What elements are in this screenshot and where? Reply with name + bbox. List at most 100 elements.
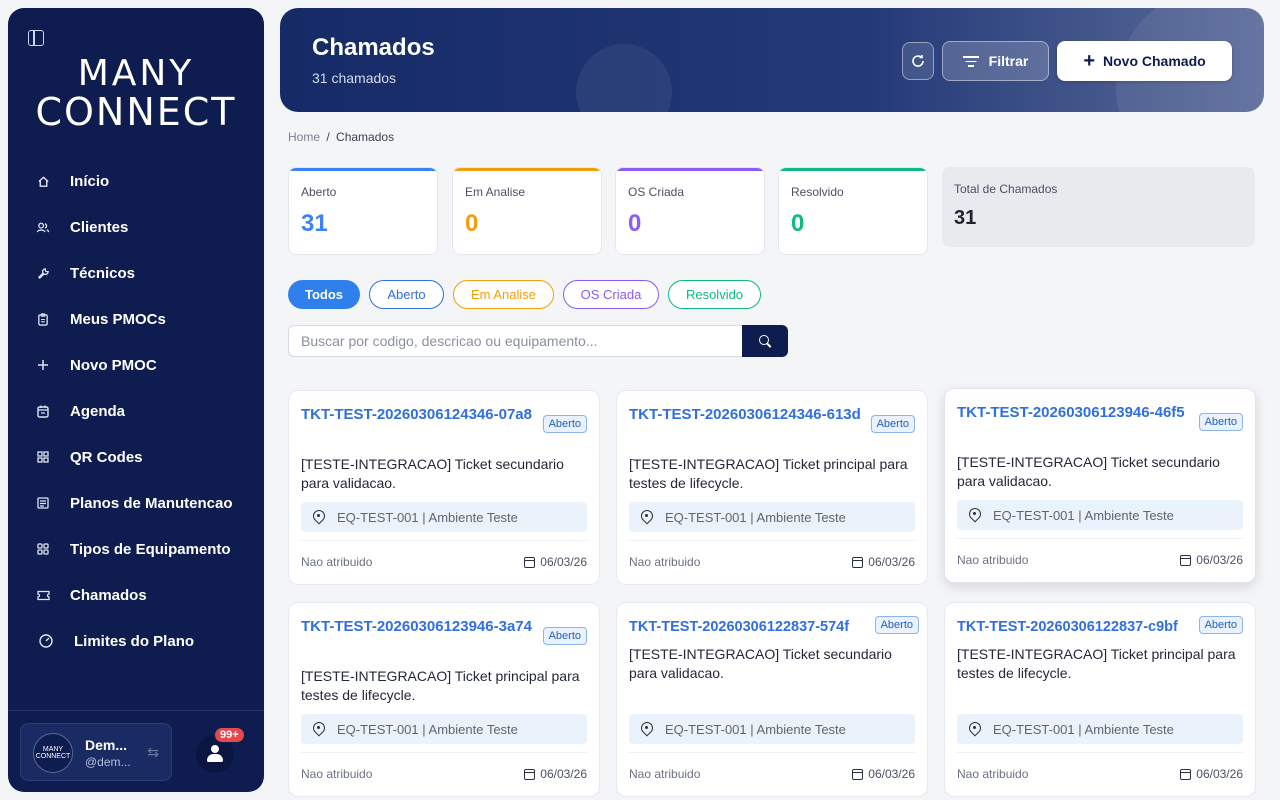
plus-icon: + — [1083, 50, 1095, 72]
sidebar-item-label: Início — [70, 172, 110, 190]
sidebar-nav: Início Clientes Técnicos Meus PMOCs Novo… — [28, 158, 248, 664]
equipment-label: EQ-TEST-001 | Ambiente Teste — [337, 509, 518, 525]
user-name: Dem... — [85, 737, 128, 753]
equipment-tag: EQ-TEST-001 | Ambiente Teste — [957, 714, 1243, 744]
ticket-description: [TESTE-INTEGRACAO] Ticket secundario par… — [629, 646, 892, 681]
ticket-assignee: Nao atribuido — [629, 555, 701, 569]
ticket-date-label: 06/03/26 — [868, 555, 915, 569]
stat-label: Resolvido — [791, 185, 844, 199]
ticket-description: [TESTE-INTEGRACAO] Ticket principal para… — [957, 646, 1236, 681]
sidebar-item-novo-pmoc[interactable]: Novo PMOC — [28, 342, 248, 388]
ticket-card[interactable]: TKT-TEST-20260306123946-3a74 Aberto [TES… — [288, 602, 600, 797]
stat-aberto: Aberto 31 — [288, 167, 438, 255]
equipment-tag: EQ-TEST-001 | Ambiente Teste — [629, 502, 915, 532]
divider — [957, 752, 1243, 753]
sidebar-item-label: Meus PMOCs — [70, 310, 166, 328]
gauge-icon — [39, 634, 53, 648]
ticket-date: 06/03/26 — [524, 555, 587, 569]
location-pin-icon — [313, 510, 325, 524]
stat-value: 31 — [301, 210, 328, 237]
sidebar-item-chamados[interactable]: Chamados — [28, 572, 248, 618]
logo: MANY CONNECT — [8, 56, 264, 133]
equipment-label: EQ-TEST-001 | Ambiente Teste — [337, 721, 518, 737]
ticket-code[interactable]: TKT-TEST-20260306124346-07a8 — [301, 406, 532, 423]
filter-chip-todos[interactable]: Todos — [288, 280, 360, 309]
sidebar-item-clientes[interactable]: Clientes — [28, 204, 248, 250]
status-badge: Aberto — [542, 627, 587, 645]
stat-label: Em Analise — [465, 185, 526, 199]
ticket-code[interactable]: TKT-TEST-20260306122837-574f — [629, 619, 850, 635]
stat-resolvido: Resolvido 0 — [778, 167, 928, 255]
location-pin-icon — [313, 722, 325, 736]
filter-chip-resolvido[interactable]: Resolvido — [668, 280, 761, 309]
ticket-assignee: Nao atribuido — [957, 767, 1029, 781]
equipment-tag: EQ-TEST-001 | Ambiente Teste — [629, 714, 915, 744]
sidebar-item-agenda[interactable]: Agenda — [28, 388, 248, 434]
avatar-line1: MANY — [42, 746, 64, 753]
sidebar-item-label: Chamados — [70, 586, 147, 604]
divider — [629, 540, 915, 541]
ticket-date: 06/03/26 — [852, 555, 915, 569]
breadcrumb-home[interactable]: Home — [288, 130, 321, 144]
breadcrumb: Home / Chamados — [288, 130, 394, 144]
ticket-card[interactable]: TKT-TEST-20260306124346-07a8 Aberto [TES… — [288, 390, 600, 585]
sidebar-item-limites[interactable]: Limites do Plano — [28, 618, 248, 664]
decor-circle — [576, 44, 672, 112]
status-badge: Aberto — [542, 415, 587, 433]
status-badge: Aberto — [874, 616, 919, 634]
ticket-code[interactable]: TKT-TEST-20260306123946-3a74 — [301, 618, 532, 635]
filter-chip-em-analise[interactable]: Em Analise — [453, 280, 554, 309]
sidebar-item-meus-pmocs[interactable]: Meus PMOCs — [28, 296, 248, 342]
refresh-icon — [912, 55, 924, 67]
ticket-date-label: 06/03/26 — [540, 767, 587, 781]
status-badge: Aberto — [1198, 616, 1243, 634]
ticket-assignee: Nao atribuido — [301, 767, 373, 781]
ticket-date-label: 06/03/26 — [1196, 767, 1243, 781]
calendar-icon — [1180, 768, 1192, 780]
refresh-button[interactable] — [902, 42, 934, 80]
ticket-date: 06/03/26 — [1180, 553, 1243, 567]
ticket-card[interactable]: TKT-TEST-20260306122837-574f Aberto [TES… — [616, 602, 928, 797]
user-handle: @dem... — [85, 755, 131, 769]
sidebar-item-tipos-equipamento[interactable]: Tipos de Equipamento — [28, 526, 248, 572]
equipment-tag: EQ-TEST-001 | Ambiente Teste — [301, 502, 587, 532]
sidebar-item-planos[interactable]: Planos de Manutencao — [28, 480, 248, 526]
location-pin-icon — [969, 508, 981, 522]
new-ticket-button[interactable]: + Novo Chamado — [1057, 41, 1232, 81]
filter-button[interactable]: Filtrar — [942, 41, 1049, 81]
search-icon — [758, 334, 772, 348]
filter-chip-aberto[interactable]: Aberto — [369, 280, 444, 309]
sidebar-item-label: QR Codes — [70, 448, 143, 466]
page-subtitle: 31 chamados — [312, 70, 397, 86]
ticket-card[interactable]: TKT-TEST-20260306124346-613d Aberto [TES… — [616, 390, 928, 585]
calendar-icon — [524, 556, 536, 568]
sidebar-item-label: Técnicos — [70, 264, 136, 282]
list-icon — [36, 496, 50, 510]
user-icon — [206, 745, 224, 763]
user-card[interactable]: MANY CONNECT Dem... @dem... ⇆ — [20, 723, 172, 781]
search-button[interactable] — [742, 325, 788, 357]
wrench-icon — [36, 266, 50, 280]
stat-value: 0 — [465, 210, 479, 237]
users-icon — [36, 220, 50, 234]
sidebar-item-inicio[interactable]: Início — [28, 158, 248, 204]
sidebar-collapse-icon[interactable] — [28, 30, 44, 46]
swap-icon[interactable]: ⇆ — [147, 744, 159, 760]
search-input[interactable]: Buscar por codigo, descricao ou equipame… — [288, 325, 742, 357]
home-icon — [36, 174, 50, 188]
ticket-code[interactable]: TKT-TEST-20260306124346-613d — [629, 406, 861, 423]
calendar-icon — [1180, 554, 1192, 566]
new-ticket-label: Novo Chamado — [1103, 53, 1206, 69]
ticket-card[interactable]: TKT-TEST-20260306123946-46f5 Aberto [TES… — [944, 388, 1256, 583]
ticket-card[interactable]: TKT-TEST-20260306122837-c9bf Aberto [TES… — [944, 602, 1256, 797]
ticket-date: 06/03/26 — [852, 767, 915, 781]
page-title: Chamados — [312, 34, 435, 61]
ticket-description: [TESTE-INTEGRACAO] Ticket secundario par… — [957, 454, 1220, 489]
stat-em-analise: Em Analise 0 — [452, 167, 602, 255]
ticket-code[interactable]: TKT-TEST-20260306123946-46f5 — [957, 404, 1185, 421]
notifications-button[interactable] — [196, 735, 234, 773]
filter-chip-os-criada[interactable]: OS Criada — [563, 280, 659, 309]
ticket-code[interactable]: TKT-TEST-20260306122837-c9bf — [957, 619, 1178, 635]
sidebar-item-qr-codes[interactable]: QR Codes — [28, 434, 248, 480]
sidebar-item-tecnicos[interactable]: Técnicos — [28, 250, 248, 296]
